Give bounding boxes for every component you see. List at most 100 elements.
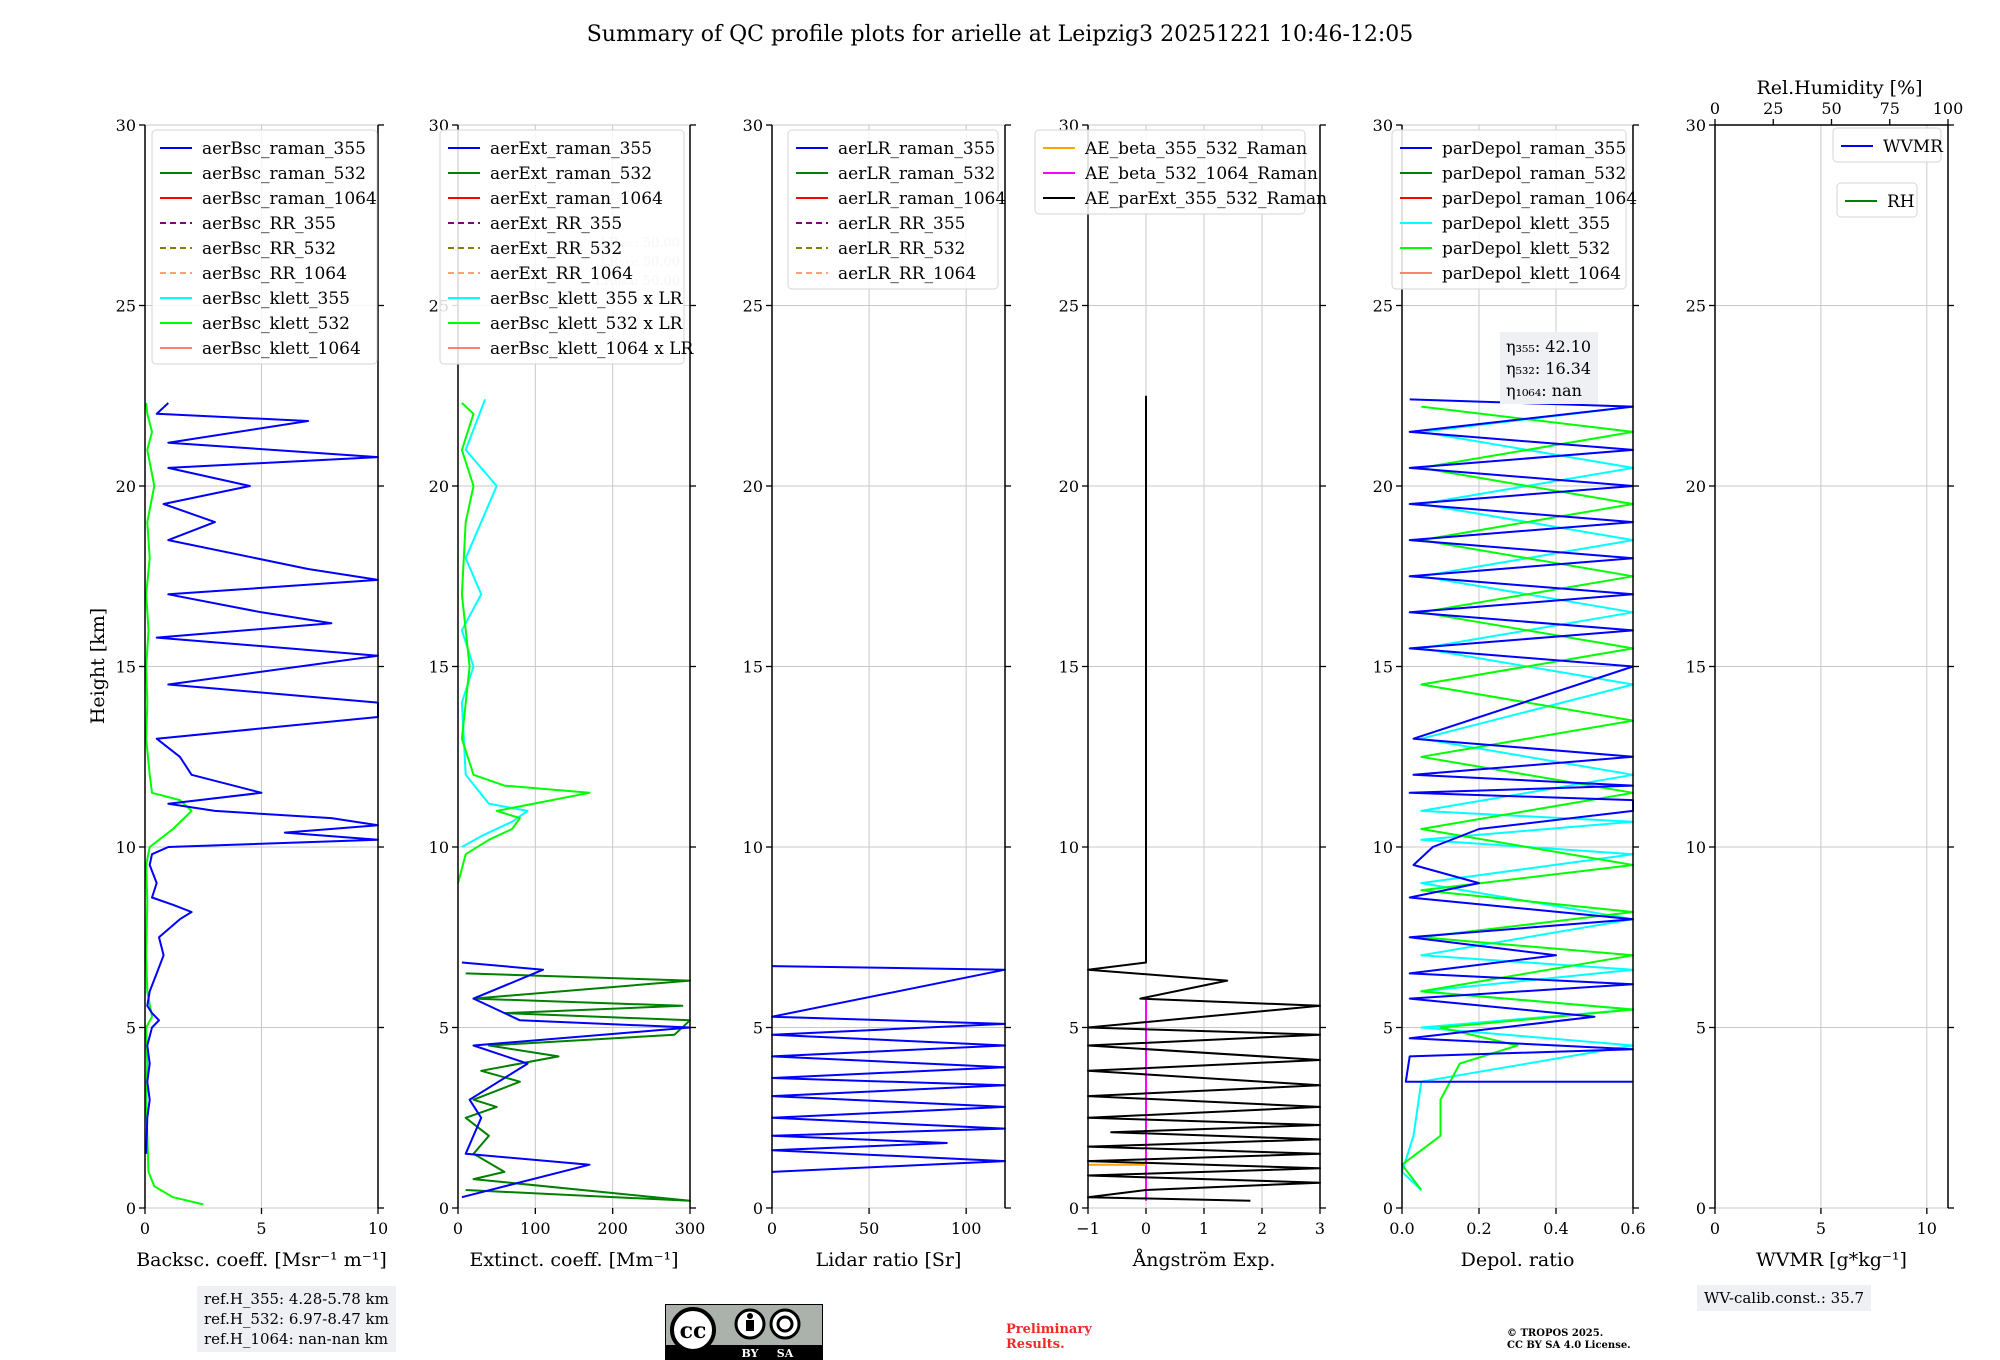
legend-entry: aerBsc_raman_532 bbox=[202, 164, 366, 184]
x-tick-label: 0 bbox=[1710, 1219, 1720, 1238]
legend-entry: aerBsc_RR_1064 bbox=[202, 264, 347, 284]
x-tick-label: 300 bbox=[675, 1219, 706, 1238]
top-axis-label: Rel.Humidity [%] bbox=[1756, 77, 1922, 99]
legend-entry: parDepol_klett_532 bbox=[1442, 239, 1610, 259]
legend-entry: AE_beta_355_532_Raman bbox=[1084, 139, 1307, 159]
series-aerBsc_klett_355 x LR bbox=[460, 399, 529, 848]
y-tick-label: 15 bbox=[116, 658, 136, 677]
y-tick-label: 0 bbox=[1696, 1199, 1706, 1218]
x-tick-label: 0 bbox=[767, 1219, 777, 1238]
legend-frame bbox=[1832, 127, 1942, 163]
y-tick-label: 25 bbox=[1059, 297, 1079, 316]
x-axis-label: Lidar ratio [Sr] bbox=[816, 1249, 962, 1271]
copyright-line-1: © TROPOS 2025. bbox=[1507, 1328, 1604, 1339]
legend-entry: AE_beta_532_1064_Raman bbox=[1084, 164, 1318, 184]
legend-frame bbox=[151, 129, 378, 365]
series-aerExt_raman_355 bbox=[461, 961, 691, 1199]
y-tick-label: 10 bbox=[1059, 838, 1079, 857]
y-tick-label: 15 bbox=[1373, 658, 1393, 677]
series-AE_parExt_355_532_Raman bbox=[1087, 395, 1321, 1202]
x-axis-label: Extinct. coeff. [Mm⁻¹] bbox=[469, 1249, 678, 1271]
legend-frame bbox=[439, 129, 685, 365]
legend: AE_beta_355_532_Raman AE_beta_532_1064_Ra… bbox=[1034, 129, 1327, 215]
legend-entry: aerBsc_raman_355 bbox=[202, 139, 366, 159]
eta-label: η₁₀₆₄: nan bbox=[1506, 381, 1582, 400]
series-aerBsc_klett_532 x LR bbox=[457, 402, 591, 884]
legend-entry: AE_parExt_355_532_Raman bbox=[1084, 189, 1327, 209]
ref-height-355: ref.H_355: 4.28-5.78 km bbox=[204, 1290, 389, 1308]
y-tick-label: 10 bbox=[743, 838, 763, 857]
legend-entry: parDepol_klett_355 bbox=[1442, 214, 1610, 234]
y-tick-label: 15 bbox=[429, 658, 449, 677]
series-aerBsc_klett_532 bbox=[145, 402, 204, 1206]
legend-entry: parDepol_raman_532 bbox=[1442, 164, 1626, 184]
x-axis-label: Ångström Exp. bbox=[1132, 1249, 1276, 1271]
preliminary-line-1: Preliminary bbox=[1006, 1322, 1092, 1337]
y-tick-label: 10 bbox=[1373, 838, 1393, 857]
y-tick-label: 25 bbox=[1686, 297, 1706, 316]
copyright-note: © TROPOS 2025. CC BY SA 4.0 License. bbox=[1507, 1328, 1631, 1352]
legend-entry: aerExt_raman_355 bbox=[490, 139, 652, 159]
legend-entry: parDepol_raman_1064 bbox=[1442, 189, 1637, 209]
eta-label: η₃₅₅: 42.10 bbox=[1506, 337, 1591, 356]
y-tick-label: 15 bbox=[743, 658, 763, 677]
legend-entry: aerExt_RR_1064 bbox=[490, 264, 633, 284]
y-tick-label: 5 bbox=[1069, 1019, 1079, 1038]
x-tick-label: 0 bbox=[453, 1219, 463, 1238]
wv-calib-box: WV-calib.const.: 35.7 bbox=[1697, 1285, 1872, 1311]
y-axis-label: Height [km] bbox=[87, 608, 109, 724]
y-tick-label: 20 bbox=[429, 477, 449, 496]
series-aerLR_raman_355 bbox=[771, 965, 1006, 1173]
y-tick-label: 5 bbox=[1383, 1019, 1393, 1038]
x-tick-label: 0.2 bbox=[1466, 1219, 1491, 1238]
y-tick-label: 5 bbox=[439, 1019, 449, 1038]
x-tick-label: 5 bbox=[1816, 1219, 1826, 1238]
series-parDepol_raman_355 bbox=[1404, 398, 1634, 1083]
x-tick-label: 200 bbox=[597, 1219, 628, 1238]
y-tick-label: 5 bbox=[1696, 1019, 1706, 1038]
x-tick-label: 0.6 bbox=[1620, 1219, 1645, 1238]
panel-bsc: 0 5 10 15 20 25 30 0 5 10 Backsc. coeff. [Msr⁻¹ m⁻… bbox=[116, 116, 389, 1271]
x-tick-label: 1 bbox=[1199, 1219, 1209, 1238]
eta-box-bg bbox=[1500, 332, 1598, 404]
legend-entry: aerExt_raman_1064 bbox=[490, 189, 663, 209]
eta-label: η₅₃₂: 16.34 bbox=[1506, 359, 1591, 378]
y-tick-label: 10 bbox=[1686, 838, 1706, 857]
y-tick-label: 25 bbox=[1373, 297, 1393, 316]
y-tick-label: 15 bbox=[1686, 658, 1706, 677]
legend-entry: parDepol_klett_1064 bbox=[1442, 264, 1621, 284]
x-tick-label: 0.0 bbox=[1389, 1219, 1414, 1238]
x-tick-label: 10 bbox=[368, 1219, 388, 1238]
y-tick-label: 0 bbox=[1069, 1199, 1079, 1218]
legend-frame bbox=[1034, 129, 1306, 215]
legend-entry: aerBsc_klett_355 bbox=[202, 289, 350, 309]
legend-rh: RH bbox=[1836, 182, 1918, 218]
legend-entry: aerBsc_RR_355 bbox=[202, 214, 336, 234]
y-tick-label: 20 bbox=[743, 477, 763, 496]
x-axis-label: Backsc. coeff. [Msr⁻¹ m⁻¹] bbox=[136, 1249, 387, 1271]
y-tick-label: 10 bbox=[429, 838, 449, 857]
legend-entry: aerBsc_raman_1064 bbox=[202, 189, 377, 209]
x-tick-label: 2 bbox=[1257, 1219, 1267, 1238]
y-tick-label: 5 bbox=[753, 1019, 763, 1038]
preliminary-line-2: Results. bbox=[1006, 1337, 1065, 1352]
share-alike-icon bbox=[769, 1308, 801, 1340]
legend: WVMR bbox=[1832, 127, 1944, 163]
legend-entry: aerBsc_RR_532 bbox=[202, 239, 336, 259]
ref-heights-box: ref.H_355: 4.28-5.78 km ref.H_532: 6.97-… bbox=[197, 1286, 396, 1352]
legend-entry: aerExt_RR_532 bbox=[490, 239, 622, 259]
wv-calib-constant: WV-calib.const.: 35.7 bbox=[1704, 1289, 1865, 1307]
legend-entry: WVMR bbox=[1883, 137, 1944, 157]
legend-entry: aerLR_raman_1064 bbox=[838, 189, 1006, 209]
top-x-tick-label: 100 bbox=[1933, 99, 1964, 118]
y-tick-label: 20 bbox=[1059, 477, 1079, 496]
legend-frame bbox=[787, 129, 999, 290]
legend: aerLR_raman_355 aerLR_raman_532 aerLR_rama… bbox=[787, 129, 1006, 290]
x-tick-label: 0 bbox=[1141, 1219, 1151, 1238]
legend-entry: aerLR_raman_355 bbox=[838, 139, 995, 159]
x-tick-label: 100 bbox=[520, 1219, 551, 1238]
copyright-line-2: CC BY SA 4.0 License. bbox=[1507, 1340, 1631, 1351]
